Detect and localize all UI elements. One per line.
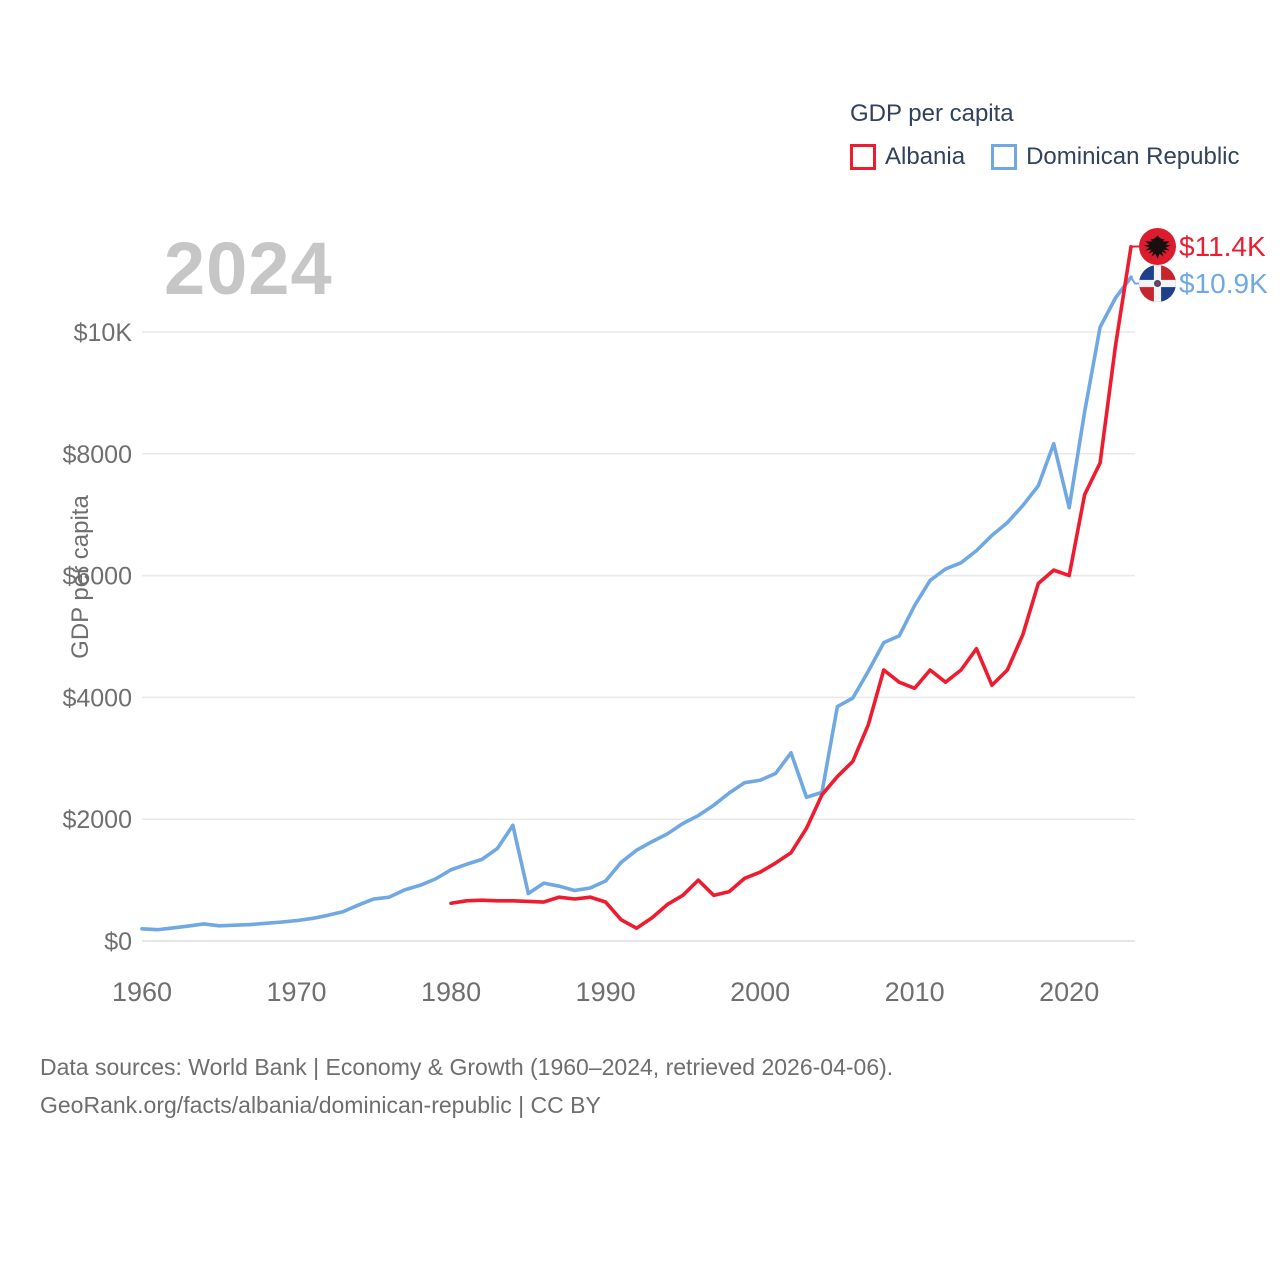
dominican-republic-end-value: $10.9K <box>1179 268 1268 299</box>
x-tick-label-2020: 2020 <box>1039 977 1099 1007</box>
x-tick-label-1980: 1980 <box>421 977 481 1007</box>
source-url-line: GeoRank.org/facts/albania/dominican-repu… <box>40 1092 601 1118</box>
y-tick-label-8000: $8000 <box>62 441 132 469</box>
albania-series-swatch-icon <box>850 144 876 170</box>
albania-flag-icon <box>1139 228 1176 265</box>
legend-item-dominican-republic[interactable]: Dominican Republic <box>991 143 1240 171</box>
x-tick-label-2010: 2010 <box>885 977 945 1007</box>
y-tick-label-0: $0 <box>104 928 132 956</box>
legend-label-dominican-republic: Dominican Republic <box>1026 143 1240 170</box>
x-tick-label-1970: 1970 <box>266 977 326 1007</box>
dominican-republic-series-swatch-icon <box>991 144 1018 170</box>
y-tick-label-6000: $6000 <box>62 563 132 591</box>
attribution-footer: Data sources: World Bank | Economy & Gro… <box>40 1048 893 1124</box>
legend-title: GDP per capita <box>850 100 1014 127</box>
legend-label-albania: Albania <box>885 143 966 170</box>
dominican-republic-flag-icon <box>1139 265 1176 302</box>
legend-item-albania[interactable]: Albania <box>850 143 965 171</box>
albania-end-value: $11.4K <box>1179 231 1266 262</box>
x-tick-label-2000: 2000 <box>730 977 790 1007</box>
legend-row: Albania Dominican Republic <box>850 143 1240 171</box>
y-tick-label-2000: $2000 <box>62 806 132 834</box>
albania-line[interactable] <box>449 244 1133 931</box>
year-watermark: 2024 <box>164 227 333 310</box>
x-tick-label-1960: 1960 <box>112 977 172 1007</box>
data-sources-line: Data sources: World Bank | Economy & Gro… <box>40 1054 894 1080</box>
legend: GDP per capita Albania Dominican Republi… <box>850 100 1240 171</box>
dominican-republic-end-connector <box>1130 276 1139 285</box>
x-tick-label-1990: 1990 <box>576 977 636 1007</box>
y-axis-title: GDP per capita <box>67 495 94 659</box>
y-tick-label-10000: $10K <box>74 319 133 347</box>
y-tick-label-4000: $4000 <box>62 684 132 712</box>
dominican-republic-line[interactable] <box>140 275 1133 932</box>
